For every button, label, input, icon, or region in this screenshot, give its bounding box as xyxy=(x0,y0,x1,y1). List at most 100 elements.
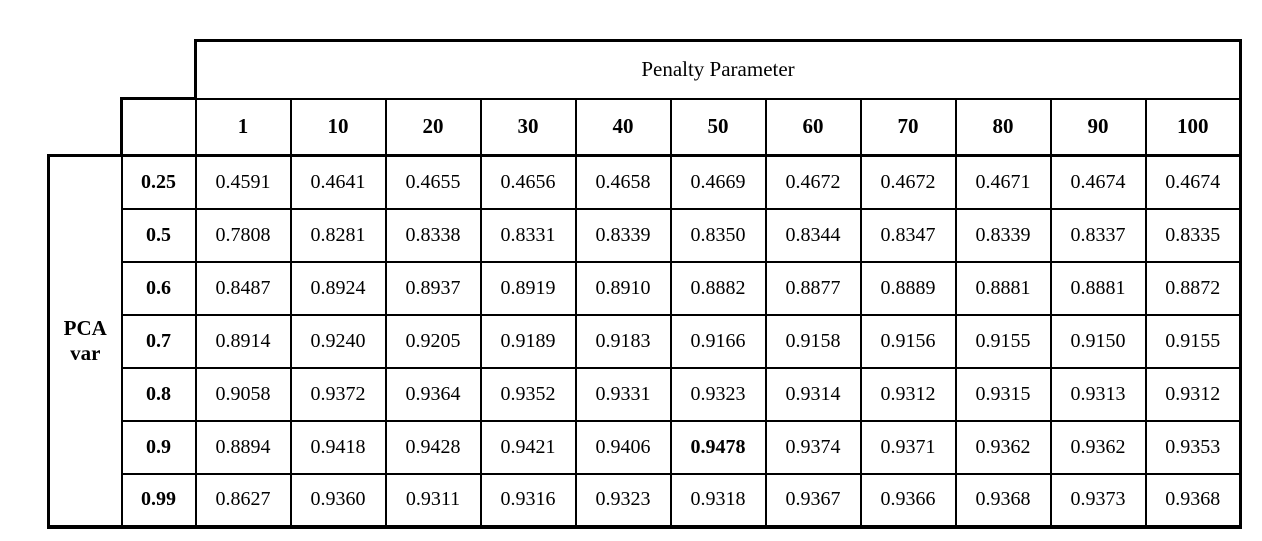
value-cell: 0.4656 xyxy=(479,154,577,210)
table-row: 0.99 0.8627 0.9360 0.9311 0.9316 0.9323 0.9318… xyxy=(49,472,1242,529)
table-row: PCA var 0.25 0.4591 0.4641 0.4655 0.4656 0.4658… xyxy=(47,154,1242,529)
row-group-label-line: PCA xyxy=(63,315,107,340)
value-cell: 0.4671 xyxy=(954,154,1052,210)
value-cell: 0.8281 xyxy=(289,207,387,263)
value-cell: 0.8331 xyxy=(479,207,577,263)
data-table: Penalty Parameter 1 10 20 30 40 50 60 70 80 90 100… xyxy=(47,39,1242,529)
value-cell: 0.8889 xyxy=(859,260,957,316)
value-cell: 0.9478 xyxy=(669,419,767,475)
row-label-0.8: 0.8 xyxy=(120,366,197,422)
value-cell: 0.9311 xyxy=(384,472,482,529)
value-cell: 0.8894 xyxy=(194,419,292,475)
value-cell: 0.9205 xyxy=(384,313,482,369)
value-cell: 0.9158 xyxy=(764,313,862,369)
column-header-70: 70 xyxy=(859,97,957,157)
penalty-parameter-banner: Penalty Parameter xyxy=(194,39,1242,100)
table-row: 0.8 0.9058 0.9372 0.9364 0.9352 0.9331 0.9323 0… xyxy=(49,366,1242,422)
value-cell: 0.9058 xyxy=(194,366,292,422)
value-cell: 0.8339 xyxy=(954,207,1052,263)
value-cell: 0.9155 xyxy=(1144,313,1242,369)
column-header-30: 30 xyxy=(479,97,577,157)
value-cell: 0.9331 xyxy=(574,366,672,422)
table-row: 0.7 0.8914 0.9240 0.9205 0.9189 0.9183 0.9166 0… xyxy=(49,313,1242,369)
value-cell: 0.9353 xyxy=(1144,419,1242,475)
top-left-spacer xyxy=(49,41,196,99)
banner-row: Penalty Parameter xyxy=(49,39,1242,100)
value-cell: 0.8882 xyxy=(669,260,767,316)
value-cell: 0.8881 xyxy=(1049,260,1147,316)
value-cell: 0.8881 xyxy=(954,260,1052,316)
value-cell: 0.9150 xyxy=(1049,313,1147,369)
left-spacer xyxy=(49,99,122,156)
value-cell: 0.8937 xyxy=(384,260,482,316)
value-cell: 0.8914 xyxy=(194,313,292,369)
value-cell: 0.9362 xyxy=(1049,419,1147,475)
value-cell: 0.9316 xyxy=(479,472,577,529)
header-row: 1 10 20 30 40 50 60 70 80 90 100 xyxy=(49,97,1242,157)
value-cell: 0.4655 xyxy=(384,154,482,210)
value-cell: 0.8487 xyxy=(194,260,292,316)
row-label-0.9: 0.9 xyxy=(120,419,197,475)
value-cell: 0.8338 xyxy=(384,207,482,263)
value-cell: 0.9314 xyxy=(764,366,862,422)
value-cell: 0.9421 xyxy=(479,419,577,475)
value-cell: 0.9240 xyxy=(289,313,387,369)
value-cell: 0.9323 xyxy=(574,472,672,529)
value-cell: 0.8337 xyxy=(1049,207,1147,263)
row-label-0.99: 0.99 xyxy=(120,472,197,529)
value-cell: 0.9368 xyxy=(1144,472,1242,529)
value-cell: 0.9418 xyxy=(289,419,387,475)
value-cell: 0.9373 xyxy=(1049,472,1147,529)
column-header-50: 50 xyxy=(669,97,767,157)
column-header-100: 100 xyxy=(1144,97,1242,157)
value-cell: 0.9372 xyxy=(289,366,387,422)
value-cell: 0.8344 xyxy=(764,207,862,263)
value-cell: 0.7808 xyxy=(194,207,292,263)
row-group-label: PCA var xyxy=(47,154,123,529)
row-label-0.7: 0.7 xyxy=(120,313,197,369)
value-cell: 0.9166 xyxy=(669,313,767,369)
value-cell: 0.9183 xyxy=(574,313,672,369)
column-header-20: 20 xyxy=(384,97,482,157)
value-cell: 0.9155 xyxy=(954,313,1052,369)
table-row: 0.5 0.7808 0.8281 0.8338 0.8331 0.8339 0.8350 0… xyxy=(49,207,1242,263)
value-cell: 0.9315 xyxy=(954,366,1052,422)
value-cell: 0.4672 xyxy=(859,154,957,210)
value-cell: 0.9366 xyxy=(859,472,957,529)
value-cell: 0.9428 xyxy=(384,419,482,475)
value-cell: 0.4674 xyxy=(1144,154,1242,210)
value-cell: 0.4641 xyxy=(289,154,387,210)
value-cell: 0.9156 xyxy=(859,313,957,369)
value-cell: 0.8924 xyxy=(289,260,387,316)
value-cell: 0.9189 xyxy=(479,313,577,369)
value-cell: 0.8347 xyxy=(859,207,957,263)
value-cell: 0.8627 xyxy=(194,472,292,529)
value-cell: 0.4672 xyxy=(764,154,862,210)
row-label-0.5: 0.5 xyxy=(120,207,197,263)
value-cell: 0.4674 xyxy=(1049,154,1147,210)
value-cell: 0.9312 xyxy=(1144,366,1242,422)
value-cell: 0.9364 xyxy=(384,366,482,422)
corner-cell xyxy=(120,97,197,157)
value-cell: 0.9368 xyxy=(954,472,1052,529)
value-cell: 0.8877 xyxy=(764,260,862,316)
value-cell: 0.9352 xyxy=(479,366,577,422)
value-cell: 0.8919 xyxy=(479,260,577,316)
value-cell: 0.9371 xyxy=(859,419,957,475)
column-header-60: 60 xyxy=(764,97,862,157)
column-header-40: 40 xyxy=(574,97,672,157)
row-label-0.25: 0.25 xyxy=(120,154,197,210)
value-cell: 0.9362 xyxy=(954,419,1052,475)
value-cell: 0.9360 xyxy=(289,472,387,529)
value-cell: 0.9313 xyxy=(1049,366,1147,422)
value-cell: 0.8910 xyxy=(574,260,672,316)
value-cell: 0.9374 xyxy=(764,419,862,475)
row-label-0.6: 0.6 xyxy=(120,260,197,316)
column-header-90: 90 xyxy=(1049,97,1147,157)
table-row: 0.6 0.8487 0.8924 0.8937 0.8919 0.8910 0.8882 0… xyxy=(49,260,1242,316)
value-cell: 0.9323 xyxy=(669,366,767,422)
row-group-label-line: var xyxy=(70,340,101,365)
value-cell: 0.8335 xyxy=(1144,207,1242,263)
value-cell: 0.4591 xyxy=(194,154,292,210)
